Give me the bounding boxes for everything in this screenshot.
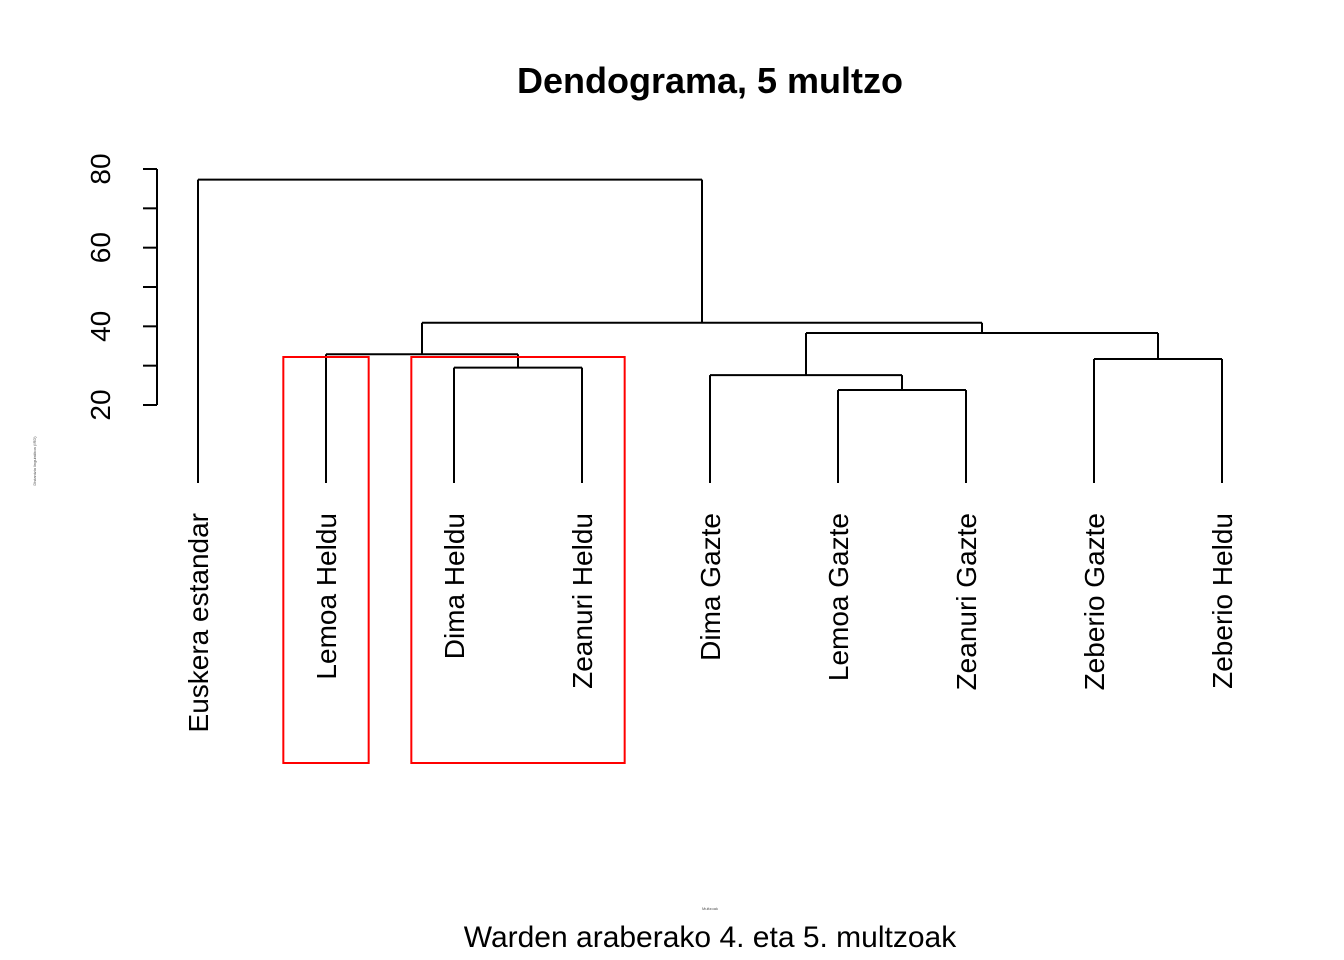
merge-link: [805, 332, 1159, 376]
leaf-label: Euskera estandar: [183, 513, 214, 732]
chart-title: Dendograma, 5 multzo: [517, 60, 903, 101]
leaf-label: Lemoa Heldu: [311, 513, 342, 680]
y-tick-label: 60: [85, 232, 116, 263]
y-tick-label: 20: [85, 389, 116, 420]
cluster-box: [410, 356, 626, 764]
y-axis: 20 40 60 80: [85, 153, 158, 421]
leaf-label: Zeberio Gazte: [1079, 513, 1110, 690]
merge-link: [325, 353, 519, 483]
y-axis-title: Distantzia linguistikoa (IRD): [32, 436, 37, 486]
leaf-label: Zeanuri Heldu: [567, 513, 598, 689]
leaf-labels: Euskera estandar Lemoa Heldu Dima Heldu Zea…: [183, 513, 1238, 732]
leaf-label: Zeberio Heldu: [1207, 513, 1238, 689]
leaf-label: Zeanuri Gazte: [951, 513, 982, 690]
leaf-label: Dima Gazte: [695, 513, 726, 661]
cluster-box: [282, 356, 370, 764]
leaf-label: Dima Heldu: [439, 513, 470, 659]
merge-link: [421, 321, 983, 355]
merge-link: [1093, 357, 1223, 483]
x-axis-title: Multzoak: [702, 906, 718, 911]
cluster-highlight-boxes: [282, 356, 626, 764]
y-tick-label: 40: [85, 311, 116, 342]
leaf-label: Lemoa Gazte: [823, 513, 854, 681]
dendrogram-tree: [197, 178, 1223, 483]
merge-link: [197, 178, 703, 483]
merge-link: [837, 389, 967, 483]
merge-link: [453, 366, 583, 483]
y-tick-label: 80: [85, 153, 116, 184]
chart-subtitle: Warden araberako 4. eta 5. multzoak: [464, 921, 957, 954]
merge-link: [709, 374, 903, 483]
